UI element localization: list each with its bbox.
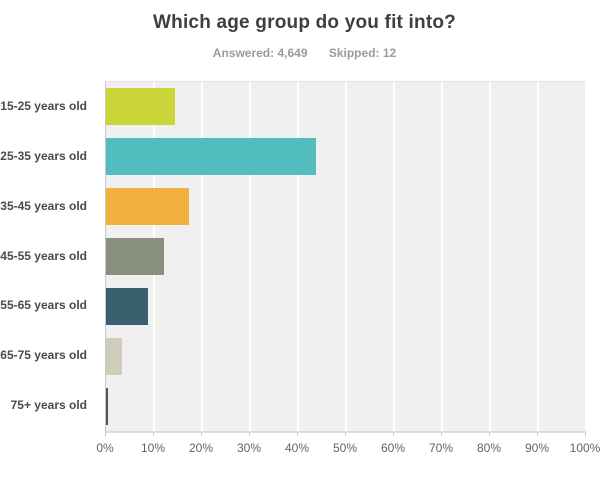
bar-25-35-years-old — [106, 138, 316, 176]
x-tick-label-20: 20% — [188, 441, 214, 455]
gridline-30 — [249, 82, 251, 431]
x-tick-label-30: 30% — [236, 441, 262, 455]
bar-65-75-years-old — [106, 337, 122, 375]
x-tick-20 — [201, 432, 202, 436]
category-label-45-55-years-old: 45-55 years old — [0, 248, 87, 263]
x-tick-70 — [441, 432, 442, 436]
x-tick-label-10: 10% — [140, 441, 166, 455]
gridline-90 — [537, 82, 539, 431]
x-tick-100 — [585, 432, 586, 436]
x-tick-label-60: 60% — [380, 441, 406, 455]
gridline-80 — [489, 82, 491, 431]
gridline-100 — [585, 82, 587, 431]
x-tick-label-100: 100% — [569, 441, 601, 455]
gridline-50 — [345, 82, 347, 431]
x-axis: 0% 10% 20% 30% 40% 50% 60% 70% 80% 90% 100% — [96, 432, 600, 462]
gridline-40 — [297, 82, 299, 431]
x-tick-30 — [249, 432, 250, 436]
skipped-count: Skipped: 12 — [328, 46, 397, 60]
category-label-25-35-years-old: 25-35 years old — [0, 148, 87, 163]
x-tick-80 — [489, 432, 490, 436]
chart-title: Which age group do you fit into? — [153, 12, 456, 33]
category-label-75-years-old: 75+ years old — [10, 398, 87, 413]
x-tick-0 — [105, 432, 106, 436]
category-axis-labels: 15-25 years old 25-35 years old 35-45 year… — [0, 82, 96, 431]
category-label-35-45-years-old: 35-45 years old — [0, 198, 87, 213]
x-tick-label-40: 40% — [284, 441, 310, 455]
x-tick-10 — [153, 432, 154, 436]
bar-75-years-old — [106, 387, 108, 425]
gridline-20 — [201, 82, 203, 431]
bar-15-25-years-old — [106, 88, 176, 126]
gridline-70 — [441, 82, 443, 431]
category-label-65-75-years-old: 65-75 years old — [0, 348, 87, 363]
x-tick-50 — [345, 432, 346, 436]
category-label-55-65-years-old: 55-65 years old — [0, 298, 87, 313]
chart-subtitle: Answered: 4,649 Skipped: 12 — [0, 46, 609, 60]
gridline-60 — [393, 82, 395, 431]
x-tick-40 — [297, 432, 298, 436]
x-tick-label-70: 70% — [428, 441, 454, 455]
x-tick-label-50: 50% — [332, 441, 358, 455]
plot-area — [105, 81, 587, 433]
answered-count: Answered: 4,649 — [212, 46, 308, 60]
x-tick-label-90: 90% — [524, 441, 550, 455]
bar-45-55-years-old — [106, 238, 164, 275]
x-tick-label-80: 80% — [476, 441, 502, 455]
x-tick-60 — [393, 432, 394, 436]
bar-55-65-years-old — [106, 287, 149, 325]
bar-35-45-years-old — [106, 188, 190, 226]
category-label-15-25-years-old: 15-25 years old — [0, 99, 87, 113]
x-tick-90 — [537, 432, 538, 436]
x-tick-label-0: 0% — [96, 441, 114, 455]
